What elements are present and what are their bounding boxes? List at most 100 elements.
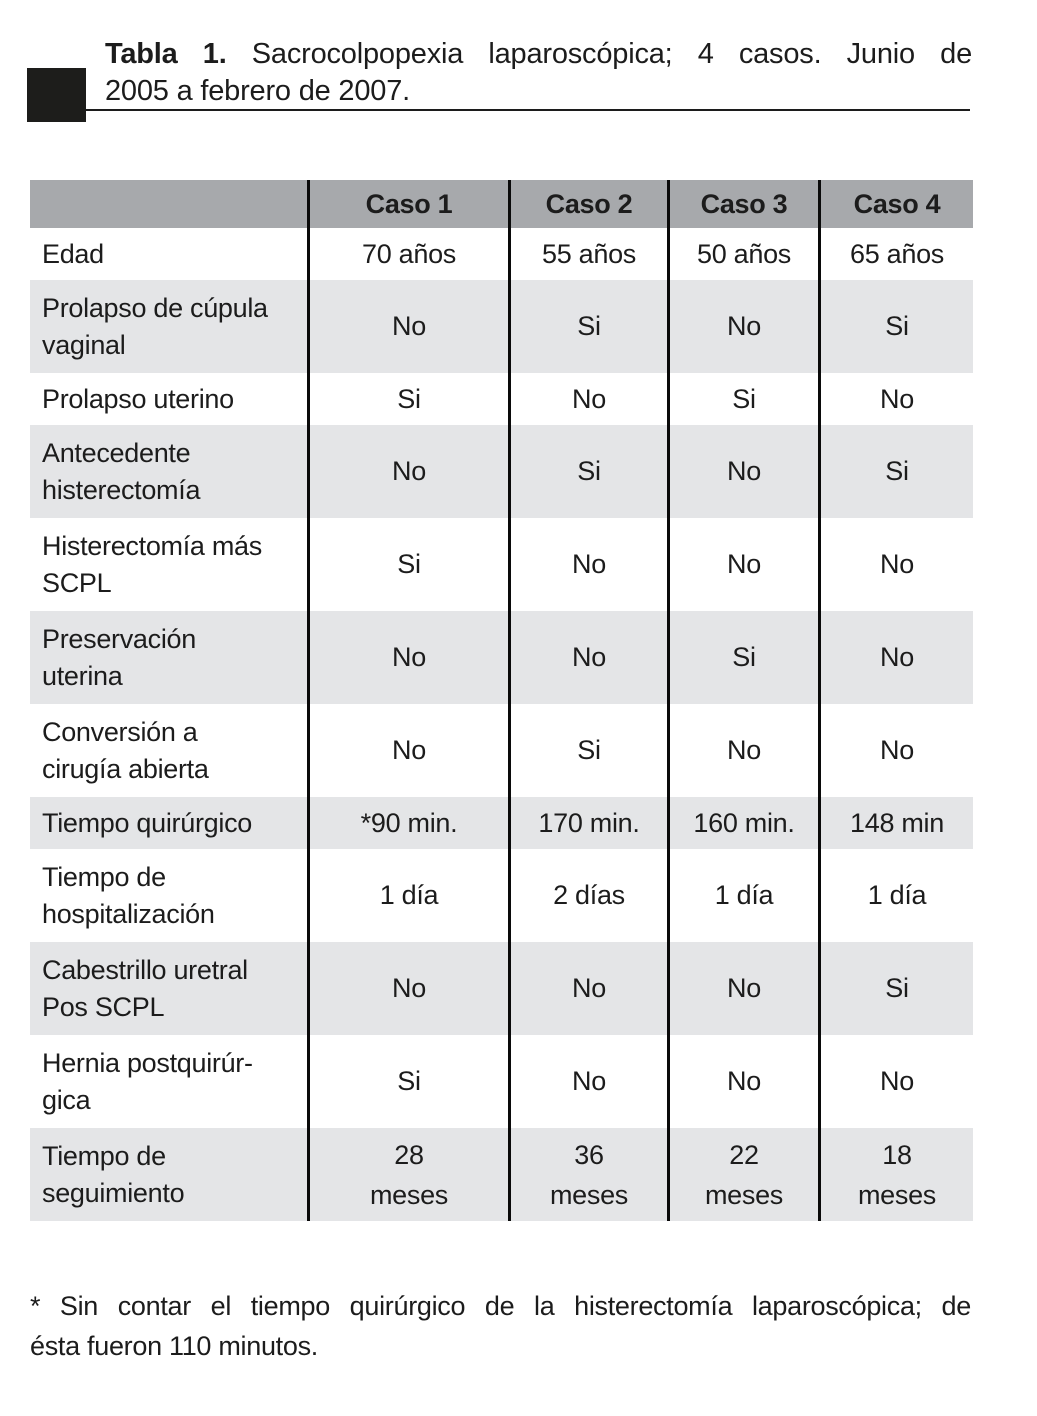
row-label: Prolapso de cúpula vaginal xyxy=(30,280,307,373)
cell-value: No xyxy=(818,373,973,425)
cell-value: Si xyxy=(508,280,667,373)
cell-value-line: meses xyxy=(857,1179,937,1210)
row-label-line: Prolapso uterino xyxy=(42,383,234,414)
cell-value: No xyxy=(307,704,508,797)
row-label: Tiempo quirúrgico xyxy=(30,797,307,849)
cell-value: 1 día xyxy=(667,849,818,942)
table-row: Tiempo quirúrgico *90 min. 170 min. 160 min… xyxy=(30,797,973,849)
row-label: Conversión a cirugía abierta xyxy=(30,704,307,797)
row-label: Preservación uterina xyxy=(30,611,307,704)
cell-value: Si xyxy=(508,425,667,518)
cell-value-line: meses xyxy=(704,1179,784,1210)
cell-value: 2 días xyxy=(508,849,667,942)
row-label-line: vaginal xyxy=(42,329,126,360)
row-label-line: Prolapso de cúpula xyxy=(42,292,268,323)
table-title-label: Tabla 1. xyxy=(105,38,227,70)
column-header: Caso 4 xyxy=(818,180,973,228)
row-label-line: SCPL xyxy=(42,567,112,598)
table-title: Tabla 1. Sacrocolpopexia laparoscópica; … xyxy=(105,36,972,110)
footnote: * Sin contar el tiempo quirúrgico de la … xyxy=(30,1286,971,1366)
footnote-line2: ésta fueron 110 minutos. xyxy=(30,1331,318,1361)
cell-value-line: meses xyxy=(549,1179,629,1210)
cell-value: Si xyxy=(818,942,973,1035)
cell-value: Si xyxy=(667,611,818,704)
cell-value: Si xyxy=(818,425,973,518)
cell-value: No xyxy=(667,425,818,518)
header-corner-cell xyxy=(30,180,307,228)
cell-value: 65 años xyxy=(818,228,973,280)
table-row: Cabestrillo uretral Pos SCPL No No No Si xyxy=(30,942,973,1035)
cell-value: No xyxy=(667,704,818,797)
cell-value: No xyxy=(508,373,667,425)
cell-value: *90 min. xyxy=(307,797,508,849)
cell-value-line: meses xyxy=(369,1179,449,1210)
row-label: Histerectomía más SCPL xyxy=(30,518,307,611)
cell-value: 160 min. xyxy=(667,797,818,849)
row-label: Tiempo de seguimiento xyxy=(30,1128,307,1221)
cell-value: Si xyxy=(307,373,508,425)
cell-value: 28 meses xyxy=(307,1128,508,1221)
row-label-line: Histerectomía más xyxy=(42,530,262,561)
row-label-line: Pos SCPL xyxy=(42,991,165,1022)
cell-value: Si xyxy=(307,518,508,611)
table-row: Tiempo de hospitalización 1 día 2 días 1 día… xyxy=(30,849,973,942)
cell-value: No xyxy=(667,280,818,373)
cell-value: 148 min xyxy=(818,797,973,849)
cell-value: Si xyxy=(307,1035,508,1128)
row-label-line: Preservación xyxy=(42,623,196,654)
cell-value: No xyxy=(307,425,508,518)
cell-value-line: 22 xyxy=(729,1139,759,1170)
cell-value: Si xyxy=(508,704,667,797)
table-row: Prolapso uterino Si No Si No xyxy=(30,373,973,425)
cell-value: No xyxy=(818,1035,973,1128)
cell-value: No xyxy=(307,942,508,1035)
cell-value: No xyxy=(307,611,508,704)
cell-value: No xyxy=(508,518,667,611)
cell-value: Si xyxy=(667,373,818,425)
row-label-line: Cabestrillo uretral xyxy=(42,954,248,985)
row-label-line: seguimiento xyxy=(42,1177,185,1208)
cell-value: 170 min. xyxy=(508,797,667,849)
table-row: Prolapso de cúpula vaginal No Si No Si xyxy=(30,280,973,373)
cell-value-line: 28 xyxy=(394,1139,424,1170)
table-row: Preservación uterina No No Si No xyxy=(30,611,973,704)
cell-value: No xyxy=(818,611,973,704)
row-label-line: Tiempo quirúrgico xyxy=(42,807,252,838)
table-row: Histerectomía más SCPL Si No No No xyxy=(30,518,973,611)
row-label-line: cirugía abierta xyxy=(42,753,209,784)
row-label-line: Hernia postquirúr- xyxy=(42,1047,253,1078)
row-label: Hernia postquirúr-gica xyxy=(30,1035,307,1128)
row-label: Edad xyxy=(30,228,307,280)
table-header-row: Caso 1 Caso 2 Caso 3 Caso 4 xyxy=(30,180,973,228)
table-row: Hernia postquirúr-gica Si No No No xyxy=(30,1035,973,1128)
table-row: Tiempo de seguimiento 28 meses 36 meses 22 mese… xyxy=(30,1128,973,1221)
cell-value: 22 meses xyxy=(667,1128,818,1221)
cell-value: No xyxy=(818,518,973,611)
row-label-line: gica xyxy=(42,1084,91,1115)
column-header: Caso 2 xyxy=(508,180,667,228)
cell-value: No xyxy=(667,1035,818,1128)
table-title-line1: Tabla 1. Sacrocolpopexia laparoscópica; … xyxy=(105,36,972,73)
cell-value: 1 día xyxy=(307,849,508,942)
cell-value: No xyxy=(508,611,667,704)
cell-value: 50 años xyxy=(667,228,818,280)
data-table: Caso 1 Caso 2 Caso 3 Caso 4 Edad 70 años 55 añ… xyxy=(30,180,973,1221)
cell-value: 36 meses xyxy=(508,1128,667,1221)
cell-value: No xyxy=(307,280,508,373)
row-label-line: uterina xyxy=(42,660,123,691)
cell-value-line: 18 xyxy=(882,1139,912,1170)
row-label: Tiempo de hospitalización xyxy=(30,849,307,942)
row-label-line: Conversión a xyxy=(42,716,198,747)
row-label-line: Tiempo de xyxy=(42,1140,166,1171)
cell-value: No xyxy=(667,942,818,1035)
table-row: Conversión a cirugía abierta No Si No No xyxy=(30,704,973,797)
cell-value: No xyxy=(508,1035,667,1128)
row-label-line: Tiempo de xyxy=(42,861,166,892)
cell-value: 55 años xyxy=(508,228,667,280)
table-title-text: Sacrocolpopexia laparoscópica; 4 casos. … xyxy=(251,38,972,70)
row-label-line: Antecedente xyxy=(42,437,191,468)
cell-value: No xyxy=(818,704,973,797)
cell-value: No xyxy=(508,942,667,1035)
row-label: Prolapso uterino xyxy=(30,373,307,425)
